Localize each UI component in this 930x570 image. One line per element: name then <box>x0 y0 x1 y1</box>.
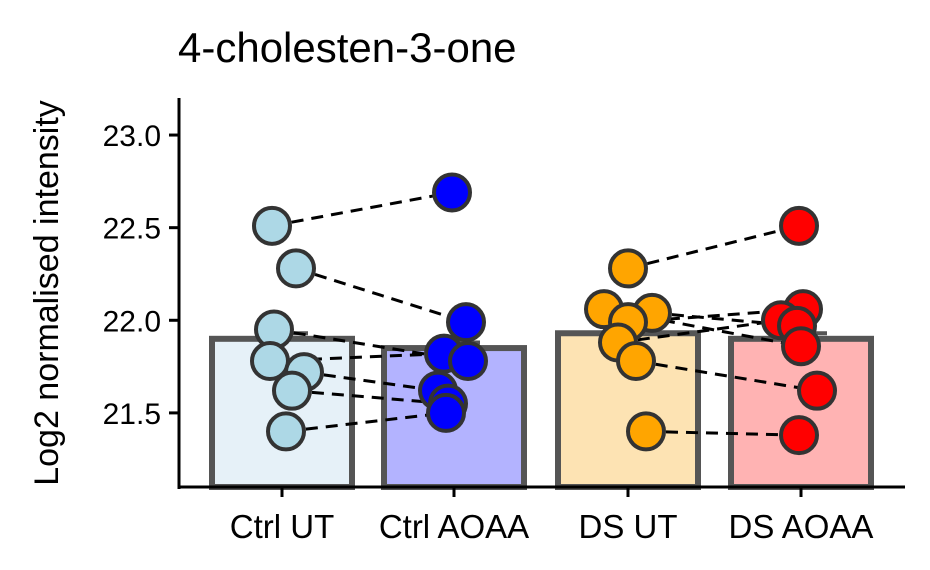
paired-line <box>603 307 802 348</box>
data-point <box>779 205 819 246</box>
axes-layer: 21.5 22.0 22.5 23.0 Ctrl UT Ctrl AOAA DS UT DS … <box>103 98 905 545</box>
x-tick-label: DS UT <box>579 508 678 545</box>
data-point <box>626 411 666 452</box>
chart-title: 4-cholesten-3-one <box>178 24 517 71</box>
data-point <box>276 248 316 289</box>
y-axis-label: Log2 normalised intensity <box>28 100 66 486</box>
paired-line <box>635 359 818 393</box>
data-point <box>426 392 466 433</box>
y-tick-label: 21.5 <box>103 398 161 431</box>
paired-line <box>271 190 453 228</box>
bar-ds-aoaa <box>728 335 874 490</box>
data-point <box>781 326 821 367</box>
data-point <box>448 341 488 382</box>
points-layer <box>250 172 837 456</box>
data-point <box>266 411 306 452</box>
y-tick-label: 22.0 <box>103 305 161 338</box>
paired-line <box>303 370 439 393</box>
data-point <box>432 172 472 213</box>
y-tick-label: 23.0 <box>103 120 161 153</box>
paired-line <box>295 266 467 324</box>
paired-line <box>627 224 800 270</box>
data-point <box>616 341 656 382</box>
data-point <box>797 370 837 411</box>
data-point <box>252 205 292 246</box>
x-tick-label: Ctrl AOAA <box>379 508 529 545</box>
x-tick-label: Ctrl UT <box>230 508 334 545</box>
data-point <box>272 370 312 411</box>
x-tick-label: DS AOAA <box>729 508 874 545</box>
paired-line <box>285 411 447 433</box>
paired-line <box>617 318 782 345</box>
y-tick-label: 22.5 <box>103 213 161 246</box>
data-point <box>446 302 486 343</box>
data-point <box>779 415 819 456</box>
data-point <box>608 248 648 289</box>
paired-line <box>645 429 800 437</box>
